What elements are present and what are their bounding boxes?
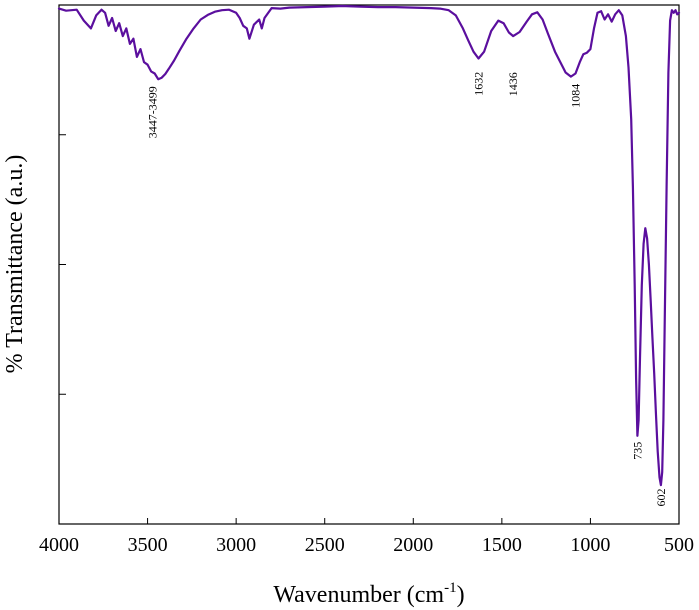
x-tick-label: 2000 — [393, 534, 433, 556]
plot-frame — [58, 4, 680, 525]
x-axis-title-sup: -1 — [444, 580, 457, 596]
x-tick-label: 4000 — [39, 534, 79, 556]
ticks-layer — [58, 134, 680, 524]
x-axis-title: Wavenumber (cm-1) — [273, 580, 464, 608]
peak-label: 735 — [630, 442, 644, 460]
peak-label: 1084 — [569, 84, 583, 108]
x-tick-label: 3500 — [128, 534, 168, 556]
x-axis-title-tail: ) — [457, 582, 465, 608]
x-tick-label: 1000 — [570, 534, 610, 556]
x-axis-title-main: Wavenumber (cm — [273, 582, 444, 608]
peak-labels-layer: 3447-3499 1632 1436 1084 735 602 — [145, 72, 668, 507]
y-axis-title: % Transmittance (a.u.) — [2, 155, 28, 374]
peak-label: 1436 — [506, 72, 520, 96]
x-tick-label: 3000 — [216, 534, 256, 556]
x-tick-label: 500 — [664, 534, 694, 556]
x-tick-label: 2500 — [305, 534, 345, 556]
peak-label: 3447-3499 — [145, 86, 159, 138]
spectrum-line — [57, 4, 681, 487]
tick-labels-layer: 4000 3500 3000 2500 2000 1500 1000 500 — [39, 534, 694, 556]
peak-label: 602 — [654, 489, 668, 507]
x-tick-label: 1500 — [482, 534, 522, 556]
peak-label: 1632 — [472, 72, 486, 96]
